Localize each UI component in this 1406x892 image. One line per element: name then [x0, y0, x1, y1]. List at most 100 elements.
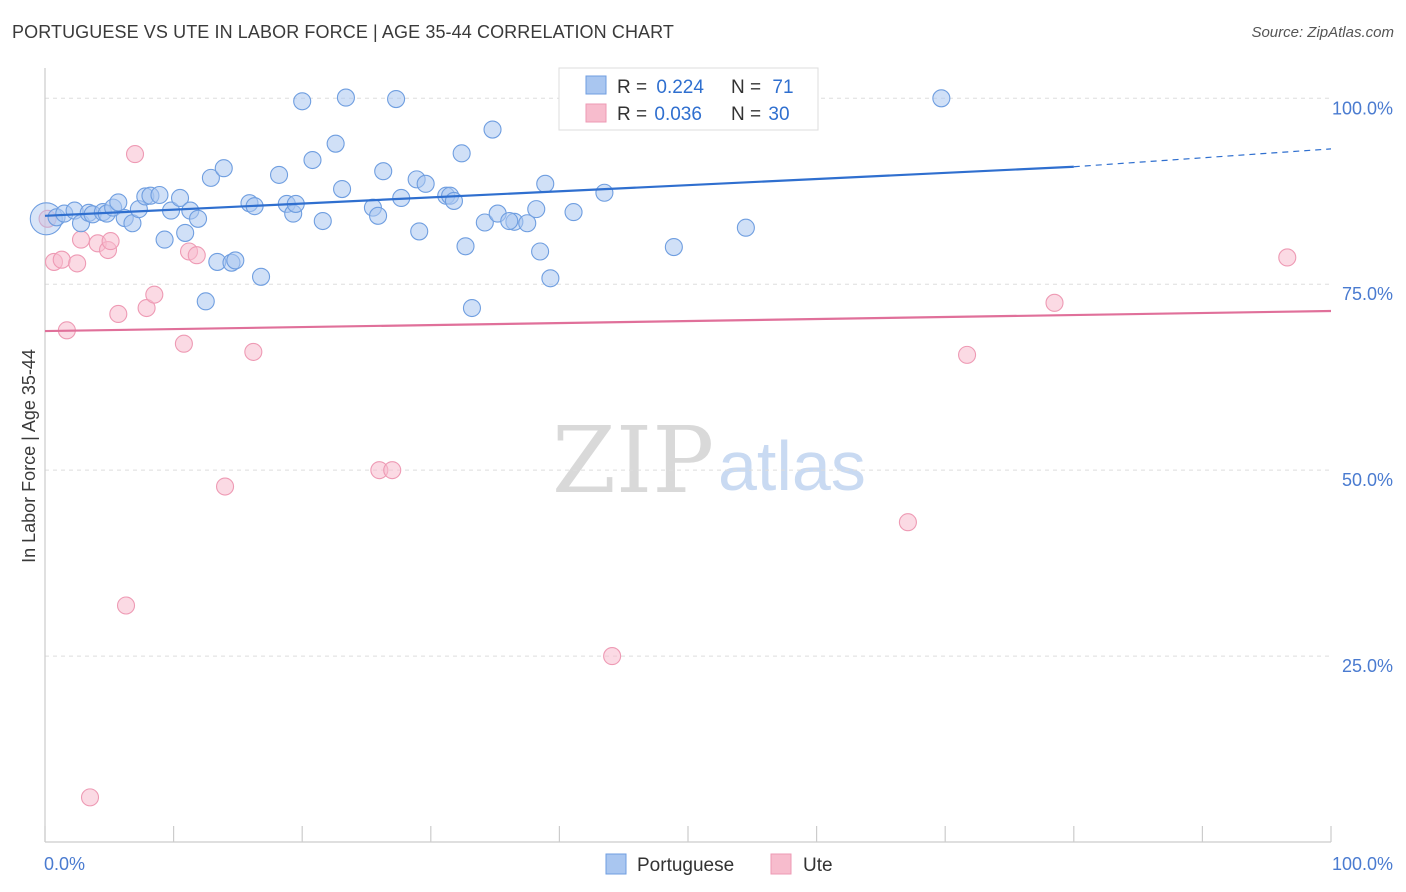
portuguese-point-41 — [336, 88, 355, 107]
bottom-legend-swatch-ute — [770, 853, 792, 875]
ute-point-18 — [244, 342, 263, 361]
chart-title: PORTUGUESE VS UTE IN LABOR FORCE | AGE 3… — [12, 22, 675, 42]
legend-portuguese-r-value: 0.224 — [656, 77, 704, 98]
portuguese-point-36 — [293, 92, 312, 111]
ute-point-21 — [603, 647, 622, 666]
portuguese-point-69 — [736, 218, 755, 237]
portuguese-point-39 — [326, 134, 345, 153]
chart-source: Source: ZipAtlas.com — [1251, 24, 1394, 41]
correlation-legend: R = 0.224 N = 71 R = 0.036 N = 30 — [558, 67, 819, 131]
portuguese-point-62 — [531, 242, 550, 261]
series-legend: Portuguese Ute — [605, 853, 833, 876]
portuguese-point-38 — [313, 211, 332, 231]
portuguese-point-19 — [170, 188, 190, 208]
legend-portuguese-n-value: 71 — [772, 77, 793, 98]
bottom-legend-swatch-portuguese — [605, 853, 627, 875]
y-tick-label-50: 50.0% — [1342, 470, 1393, 490]
portuguese-point-67 — [664, 237, 683, 257]
watermark-zip: ZIP — [552, 407, 714, 514]
portuguese-point-43 — [369, 206, 388, 225]
ute-point-10 — [116, 596, 136, 615]
portuguese-trend-line — [44, 165, 1074, 217]
portuguese-point-16 — [150, 185, 169, 205]
portuguese-point-49 — [416, 174, 435, 193]
y-tick-labels: 25.0% 50.0% 75.0% 100.0% — [1332, 98, 1393, 676]
portuguese-point-56 — [475, 213, 494, 232]
y-tick-label-25: 25.0% — [1342, 656, 1393, 676]
portuguese-point-63 — [536, 174, 555, 193]
portuguese-point-23 — [196, 292, 215, 311]
legend-ute-r-value: 0.036 — [654, 104, 702, 125]
ute-point-4 — [71, 230, 91, 249]
portuguese-point-10 — [109, 193, 128, 212]
legend-ute-n-row: N = 30 — [731, 104, 790, 125]
legend-ute-r-label: R = — [617, 104, 652, 125]
y-tick-label-75: 75.0% — [1342, 284, 1393, 304]
legend-portuguese-r-label: R = — [617, 77, 652, 98]
portuguese-point-61 — [527, 200, 546, 219]
y-tick-label-100: 100.0% — [1332, 98, 1393, 118]
ute-point-11 — [125, 145, 145, 164]
ute-point-27 — [1278, 248, 1297, 267]
portuguese-point-26 — [214, 159, 233, 178]
ute-point-3 — [68, 254, 87, 273]
portuguese-trend-extension — [1073, 148, 1332, 168]
portuguese-point-70 — [500, 211, 519, 231]
portuguese-point-22 — [188, 209, 208, 228]
ute-point-1 — [52, 250, 71, 269]
ute-point-20 — [383, 461, 402, 480]
legend-ute-n-value: 30 — [768, 104, 789, 125]
portuguese-point-32 — [270, 165, 289, 184]
ute-point-16 — [187, 246, 206, 265]
ute-point-25 — [958, 345, 977, 364]
x-tick-label-0: 0.0% — [44, 854, 85, 874]
trend-lines — [44, 148, 1332, 333]
portuguese-point-40 — [333, 179, 352, 199]
legend-swatch-portuguese — [585, 75, 607, 95]
portuguese-point-64 — [541, 269, 560, 288]
portuguese-point-57 — [483, 120, 502, 139]
bottom-legend-label-ute: Ute — [803, 855, 833, 876]
portuguese-point-17 — [155, 230, 174, 249]
grid-lines — [45, 97, 1331, 657]
ute-point-5 — [80, 788, 100, 807]
watermark: ZIP atlas — [552, 407, 866, 514]
ute-point-14 — [174, 334, 193, 353]
portuguese-point-20 — [176, 223, 195, 242]
portuguese-point-54 — [456, 237, 475, 256]
ute-point-17 — [215, 477, 235, 496]
bottom-legend-label-portuguese: Portuguese — [637, 855, 734, 876]
portuguese-point-37 — [303, 150, 322, 170]
portuguese-point-31 — [251, 267, 271, 286]
ute-point-8 — [101, 232, 120, 251]
watermark-atlas: atlas — [718, 427, 866, 505]
y-axis-title: In Labor Force | Age 35-44 — [19, 349, 39, 563]
portuguese-point-53 — [452, 144, 471, 163]
ute-point-13 — [145, 285, 164, 304]
portuguese-points — [29, 88, 951, 318]
legend-portuguese-n-label: N = — [731, 77, 766, 98]
legend-portuguese-row: R = 0.224 — [617, 77, 704, 98]
portuguese-point-24 — [201, 168, 220, 187]
x-tick-labels: 0.0% 100.0% — [44, 854, 1393, 874]
portuguese-point-44 — [374, 162, 393, 181]
portuguese-point-66 — [595, 183, 614, 202]
portuguese-point-65 — [564, 203, 583, 222]
legend-portuguese-n-row: N = 71 — [731, 77, 794, 98]
legend-swatch-ute — [585, 103, 607, 123]
portuguese-point-55 — [462, 298, 482, 318]
ute-point-26 — [1045, 293, 1064, 312]
portuguese-point-48 — [410, 222, 429, 241]
portuguese-point-68 — [932, 89, 951, 108]
ute-trend-line — [44, 309, 1332, 333]
portuguese-point-45 — [387, 90, 406, 109]
portuguese-point-28 — [226, 251, 245, 270]
ute-point-9 — [109, 304, 128, 324]
ute-point-12 — [137, 298, 156, 318]
legend-ute-n-label: N = — [731, 104, 766, 125]
x-tick-label-100: 100.0% — [1332, 854, 1393, 874]
x-axis-ticks — [44, 826, 1332, 842]
portuguese-point-60 — [518, 214, 537, 233]
